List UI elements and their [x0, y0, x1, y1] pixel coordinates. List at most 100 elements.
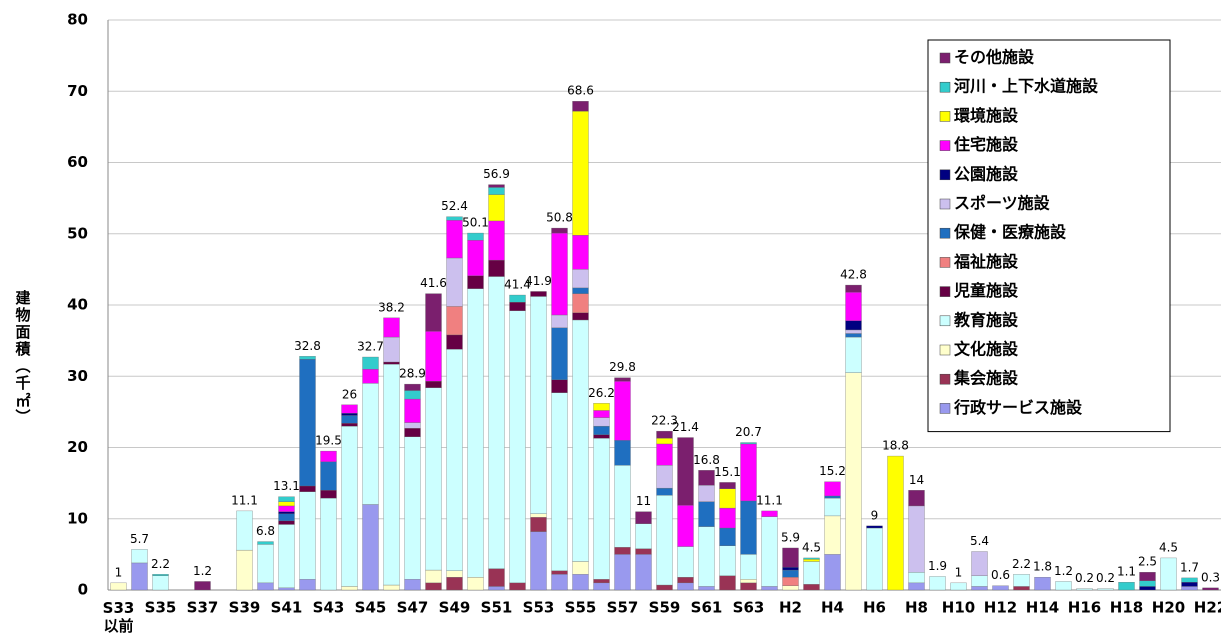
- bar-segment: [1181, 577, 1198, 583]
- bar-segment: [446, 349, 463, 571]
- bar-segment: [341, 586, 358, 591]
- bar-segment: [152, 574, 169, 576]
- bar-segment: [740, 582, 757, 591]
- bar-segment: [677, 546, 694, 578]
- bar-segment: [551, 232, 568, 316]
- bar-segment: [467, 577, 484, 591]
- bar-segment: [1118, 582, 1135, 591]
- bar-segment: [362, 504, 379, 591]
- x-tick-label: H22: [1194, 599, 1221, 617]
- bar-segment: [803, 557, 820, 560]
- x-tick-label: S51: [481, 599, 513, 617]
- bar-segment: [971, 551, 988, 576]
- x-tick-label: H4: [821, 599, 844, 617]
- bar-segment: [278, 524, 295, 589]
- bar-segment: [656, 430, 673, 439]
- total-label: 56.9: [483, 167, 510, 181]
- bar-segment: [320, 450, 337, 462]
- x-tick-label: S63: [733, 599, 765, 617]
- bar-segment: [404, 398, 421, 423]
- y-tick-label: 80: [67, 11, 88, 29]
- bar-segment: [1139, 580, 1156, 587]
- bar-segment: [446, 570, 463, 578]
- bar-segment: [530, 296, 547, 514]
- total-label: 50.1: [462, 216, 489, 230]
- total-label: 16.8: [693, 453, 720, 467]
- bar-segment: [635, 511, 652, 524]
- bar-segment: [593, 410, 610, 418]
- bar-segment: [698, 470, 715, 486]
- bar-segment: [698, 586, 715, 591]
- total-label: 15.1: [714, 465, 741, 479]
- legend-label: 環境施設: [954, 106, 1019, 125]
- bar-segment: [341, 413, 358, 416]
- legend-label: 保健・医療施設: [953, 223, 1067, 242]
- bar-segment: [740, 579, 757, 584]
- bar-segment: [1076, 588, 1093, 591]
- y-tick-label: 30: [67, 367, 88, 385]
- bar-segment: [257, 544, 274, 584]
- bar-segment: [845, 336, 862, 373]
- bar-segment: [635, 554, 652, 591]
- bar-segment: [425, 387, 442, 571]
- bar-segment: [593, 438, 610, 580]
- total-label: 14: [909, 473, 924, 487]
- legend-label: スポーツ施設: [954, 194, 1051, 213]
- bar-segment: [257, 541, 274, 545]
- bar-segment: [761, 516, 778, 587]
- legend-label: 集会施設: [953, 369, 1019, 388]
- bar-segment: [1139, 586, 1156, 591]
- bar-segment: [719, 527, 736, 546]
- total-label: 11: [636, 494, 651, 508]
- x-tick-label: H2: [779, 599, 802, 617]
- y-tick-label: 50: [67, 224, 88, 242]
- legend-label: 公園施設: [954, 164, 1019, 183]
- bar-segment: [299, 356, 316, 360]
- bar-segment: [782, 569, 799, 578]
- x-tick-label: S57: [607, 599, 639, 617]
- bar-segment: [572, 269, 589, 289]
- x-tick-label: S45: [355, 599, 387, 617]
- bar-segment: [740, 442, 757, 445]
- bar-segment: [488, 259, 505, 277]
- x-tick-line: 以前: [103, 617, 133, 635]
- x-tick-label: S37: [187, 599, 219, 617]
- bar-segment: [425, 569, 442, 584]
- total-label: 0.3: [1201, 570, 1220, 584]
- bar-segment: [866, 525, 883, 529]
- bar-segment: [488, 184, 505, 188]
- bar-segment: [635, 548, 652, 555]
- bar-segment: [845, 284, 862, 293]
- bar-segment: [782, 567, 799, 571]
- legend-swatch: [939, 52, 951, 64]
- bar-segment: [740, 500, 757, 555]
- total-label: 50.8: [546, 211, 573, 225]
- bar-segment: [446, 306, 463, 336]
- bar-segment: [887, 455, 904, 591]
- bar-segment: [782, 585, 799, 591]
- bar-segment: [467, 232, 484, 241]
- bar-segment: [614, 554, 631, 591]
- bar-segment: [656, 438, 673, 445]
- bar-segment: [509, 582, 526, 591]
- bar-segment: [866, 527, 883, 591]
- bar-segment: [530, 517, 547, 532]
- legend-label: 河川・上下水道施設: [954, 77, 1099, 96]
- total-label: 1.1: [1117, 565, 1136, 579]
- bar-segment: [488, 187, 505, 195]
- bar-segment: [362, 356, 379, 370]
- total-label: 22.3: [651, 414, 678, 428]
- legend-box: [927, 39, 1171, 433]
- bar-segment: [488, 276, 505, 569]
- bar-segment: [698, 485, 715, 502]
- bar-segment: [299, 485, 316, 492]
- total-label: 38.2: [378, 300, 405, 314]
- bar-segment: [782, 547, 799, 568]
- total-label: 68.6: [567, 84, 594, 98]
- legend-swatch: [939, 344, 951, 356]
- bar-segment: [320, 490, 337, 499]
- x-tick-label: H18: [1110, 599, 1143, 617]
- bar-segment: [992, 585, 1009, 591]
- bar-segment: [782, 577, 799, 586]
